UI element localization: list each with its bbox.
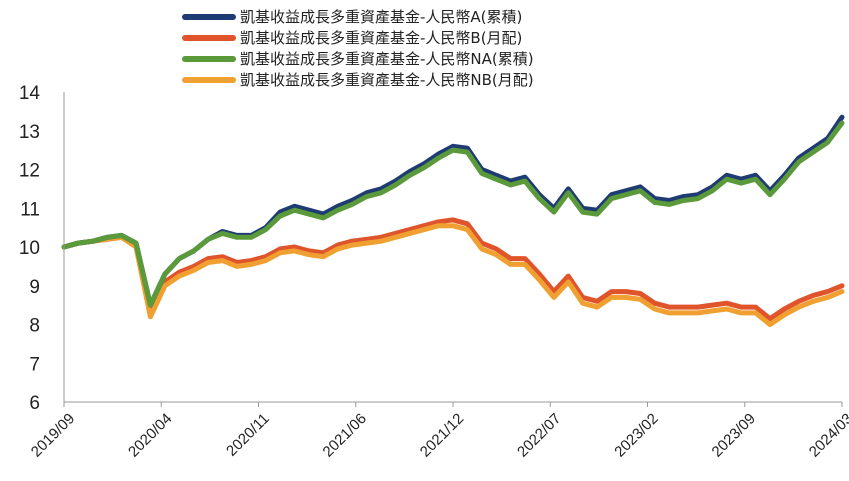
legend-swatch bbox=[182, 14, 236, 20]
legend-swatch bbox=[182, 77, 236, 83]
series-line-3 bbox=[64, 226, 842, 325]
legend-item: 凱基收益成長多重資產基金-人民幣NB(月配) bbox=[182, 69, 534, 90]
legend-swatch bbox=[182, 56, 236, 62]
x-tick-label: 2021/06 bbox=[320, 410, 370, 460]
x-tick-label: 2022/07 bbox=[514, 410, 564, 460]
legend-label: 凱基收益成長多重資產基金-人民幣NB(月配) bbox=[240, 69, 534, 90]
series-line-1 bbox=[64, 220, 842, 319]
x-tick-label: 2020/04 bbox=[125, 410, 175, 460]
y-axis-ticks: 6 7 8 9 10 11 12 13 14 bbox=[19, 83, 41, 414]
x-axis-ticks: 2019/09 2020/04 2020/11 2021/06 2021/12 2022/… bbox=[28, 402, 849, 461]
legend-item: 凱基收益成長多重資產基金-人民幣NA(累積) bbox=[182, 48, 534, 69]
y-tick-label: 8 bbox=[29, 316, 40, 337]
y-tick-label: 12 bbox=[19, 161, 40, 182]
x-tick-label: 2023/09 bbox=[709, 410, 759, 460]
y-tick-label: 6 bbox=[29, 393, 40, 414]
x-tick-label: 2021/12 bbox=[417, 410, 467, 460]
series-layer bbox=[64, 117, 842, 324]
y-tick-label: 7 bbox=[29, 354, 40, 375]
legend-item: 凱基收益成長多重資產基金-人民幣B(月配) bbox=[182, 27, 534, 48]
x-tick-label: 2023/02 bbox=[611, 410, 661, 460]
y-tick-label: 10 bbox=[19, 238, 40, 259]
y-tick-label: 11 bbox=[20, 199, 40, 220]
legend-label: 凱基收益成長多重資產基金-人民幣A(累積) bbox=[240, 6, 522, 27]
y-tick-label: 14 bbox=[19, 83, 41, 104]
x-tick-label: 2020/11 bbox=[223, 410, 273, 460]
legend: 凱基收益成長多重資產基金-人民幣A(累積) 凱基收益成長多重資產基金-人民幣B(月… bbox=[182, 6, 534, 90]
x-tick-label: 2019/09 bbox=[28, 410, 78, 460]
y-tick-label: 13 bbox=[19, 122, 40, 143]
legend-swatch bbox=[182, 35, 236, 41]
legend-label: 凱基收益成長多重資產基金-人民幣B(月配) bbox=[240, 27, 522, 48]
legend-item: 凱基收益成長多重資產基金-人民幣A(累積) bbox=[182, 6, 534, 27]
legend-label: 凱基收益成長多重資產基金-人民幣NA(累積) bbox=[240, 48, 534, 69]
y-tick-label: 9 bbox=[29, 277, 40, 298]
x-tick-label: 2024/03 bbox=[806, 410, 849, 460]
